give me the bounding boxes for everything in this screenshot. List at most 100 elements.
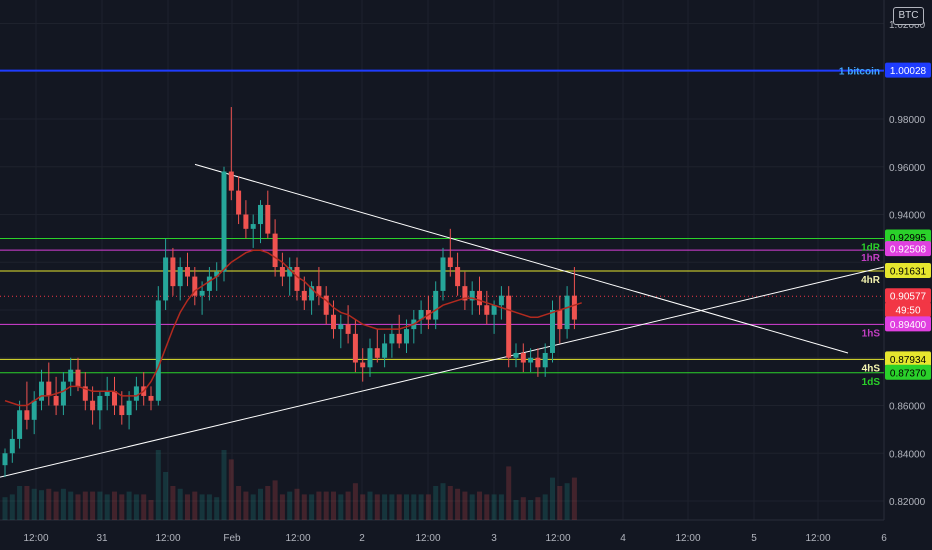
volume-bar-21 xyxy=(155,450,161,520)
volume-bar-72 xyxy=(528,500,534,520)
volume-bar-13 xyxy=(97,491,103,520)
volume-bar-14 xyxy=(104,494,110,520)
candle-body-14 xyxy=(104,391,110,396)
price-tag-label-1dS: 0.87370 xyxy=(890,368,927,379)
candle-body-70 xyxy=(513,352,519,358)
volume-bar-57 xyxy=(418,494,424,520)
chart-grid xyxy=(0,0,885,521)
candle-body-13 xyxy=(97,395,103,411)
volume-bar-45 xyxy=(331,491,336,520)
candle-body-52 xyxy=(382,343,388,358)
volume-bar-11 xyxy=(82,491,88,520)
candle-body-77 xyxy=(564,295,570,330)
time-tick-label: 4 xyxy=(620,533,626,544)
volume-bar-59 xyxy=(433,486,439,520)
volume-bar-64 xyxy=(469,494,475,520)
candle-body-55 xyxy=(404,329,409,344)
candle-body-28 xyxy=(206,276,212,291)
volume-bar-58 xyxy=(425,494,431,520)
candle-body-22 xyxy=(163,257,169,301)
volume-bar-30 xyxy=(221,450,227,520)
candle-body-71 xyxy=(520,352,526,363)
time-tick-label: 2 xyxy=(359,533,365,544)
time-tick-label: 3 xyxy=(491,533,497,544)
volume-bar-41 xyxy=(301,494,307,520)
volume-bar-28 xyxy=(206,494,212,520)
candle-body-38 xyxy=(279,267,285,277)
moving-average-polyline xyxy=(4,249,582,407)
candle-body-78 xyxy=(571,295,577,320)
price-tick-top: 1.02000 xyxy=(889,20,926,31)
volume-bar-26 xyxy=(192,491,198,520)
candle-body-45 xyxy=(331,314,336,330)
candle-body-16 xyxy=(119,405,125,416)
volume-bar-7 xyxy=(53,491,59,520)
volume-bar-32 xyxy=(236,486,242,520)
price-tag-label-4hR: 0.91631 xyxy=(890,267,927,278)
volume-bar-34 xyxy=(250,494,256,520)
candle-body-76 xyxy=(557,310,563,330)
volume-bar-67 xyxy=(491,494,497,520)
price-tag-label-1hS: 0.89400 xyxy=(890,320,927,331)
candlesticks xyxy=(2,107,577,478)
candle-body-8 xyxy=(60,381,66,406)
volume-bar-24 xyxy=(177,488,183,520)
volume-bar-0 xyxy=(2,497,8,520)
time-axis[interactable]: 12:00 31 12:00 Feb 12:00 2 12:00 3 12:00 4 12:00 5 1… xyxy=(23,533,887,544)
candle-body-18 xyxy=(133,386,139,401)
volume-bar-50 xyxy=(367,491,373,520)
volume-bar-22 xyxy=(163,472,169,520)
volume-bar-52 xyxy=(382,494,388,520)
candle-body-33 xyxy=(243,214,249,229)
time-tick-label: Feb xyxy=(223,533,241,544)
trendlines[interactable] xyxy=(0,163,885,478)
level-label-4hS: 4hS xyxy=(862,363,881,374)
candle-body-67 xyxy=(491,305,497,315)
price-axis[interactable]: 1.02000 0.98000 0.96000 0.94000 0.86000 0.840… xyxy=(885,20,931,508)
volume-bar-18 xyxy=(133,494,139,520)
candle-body-12 xyxy=(90,400,96,411)
candle-body-23 xyxy=(170,257,176,287)
price-tick-label: 0.98000 xyxy=(889,115,926,126)
price-tag-current xyxy=(885,288,931,304)
volume-bar-43 xyxy=(316,491,322,520)
time-tick-label: 12:00 xyxy=(545,533,570,544)
volume-bar-12 xyxy=(90,491,96,520)
volume-bar-62 xyxy=(455,488,461,520)
time-tick-label: 12:00 xyxy=(805,533,830,544)
level-label-1hS: 1hS xyxy=(862,328,881,339)
candle-body-53 xyxy=(389,333,395,344)
candle-body-32 xyxy=(236,190,242,215)
price-tag-4hR xyxy=(885,263,931,279)
volume-bar-9 xyxy=(68,491,74,520)
price-tag-1dR xyxy=(885,229,931,245)
candle-body-20 xyxy=(148,395,154,401)
candle-body-49 xyxy=(360,362,366,368)
candle-body-21 xyxy=(155,300,161,401)
volume-bar-54 xyxy=(396,494,402,520)
price-tag-1dS xyxy=(885,364,931,380)
volume-bar-74 xyxy=(542,494,548,520)
price-tick-label: 0.82000 xyxy=(889,497,926,508)
price-tag-countdown xyxy=(885,302,931,318)
volume-bar-20 xyxy=(148,500,154,520)
time-tick-label: 12:00 xyxy=(415,533,440,544)
volume-bar-25 xyxy=(185,494,190,520)
volume-bar-36 xyxy=(265,486,271,520)
descending-trendline xyxy=(194,163,849,354)
volume-bar-42 xyxy=(309,494,315,520)
time-tick-label: 6 xyxy=(881,533,887,544)
volume-bar-56 xyxy=(411,494,417,520)
candle-body-59 xyxy=(433,290,439,320)
volume-bar-40 xyxy=(294,488,300,520)
level-lines[interactable] xyxy=(0,69,884,374)
candle-body-65 xyxy=(477,290,482,306)
time-tick-label: 12:00 xyxy=(23,533,48,544)
volume-bar-68 xyxy=(498,494,504,520)
candle-body-48 xyxy=(352,333,358,363)
volume-bar-48 xyxy=(352,483,358,520)
symbol-badge[interactable]: BTC xyxy=(893,7,924,25)
candle-body-6 xyxy=(46,381,52,396)
